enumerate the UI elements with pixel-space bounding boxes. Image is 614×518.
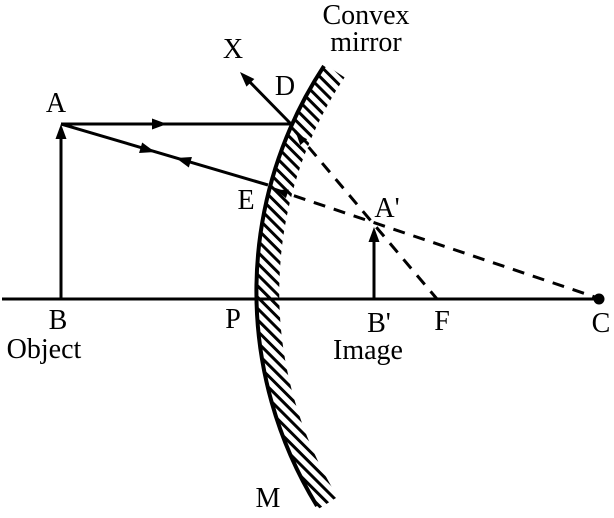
label-A: A (45, 88, 67, 119)
mirror-hatching (256, 64, 345, 510)
title-line-2: mirror (330, 27, 402, 58)
mirror-surface (254, 64, 326, 508)
virtual-ray-EC (273, 187, 599, 300)
title-line-1: Convex (322, 0, 410, 31)
ray-AE-back-arrowhead (176, 156, 192, 168)
object-arrowhead (55, 124, 67, 139)
label-B: B (48, 305, 68, 336)
ray-AE-forward-arrowhead (139, 142, 155, 154)
label-M: M (255, 483, 281, 514)
virtual-ray-DF-arrowhead (296, 133, 308, 146)
virtual-ray-DF (293, 130, 439, 300)
virtual-ray-EC-arrowhead (276, 189, 289, 199)
label-P: P (225, 304, 241, 335)
ray-DX-arrowhead (240, 72, 255, 87)
label-X: X (222, 34, 244, 65)
ray-AD-arrowhead (152, 118, 167, 130)
diagram-title: Convex mirror (322, 0, 410, 58)
image-arrowhead (368, 227, 380, 242)
label-B-prime: B' (367, 308, 391, 339)
label-E: E (237, 185, 255, 216)
label-F: F (434, 306, 450, 337)
centre-of-curvature-dot (593, 293, 605, 305)
label-D: D (274, 71, 296, 102)
label-A-prime: A' (374, 193, 400, 224)
caption-object: Object (6, 334, 82, 365)
label-C: C (591, 308, 611, 339)
caption-image: Image (333, 335, 403, 366)
ray-reflected-DX (241, 73, 293, 126)
ray-AE (60, 122, 269, 187)
